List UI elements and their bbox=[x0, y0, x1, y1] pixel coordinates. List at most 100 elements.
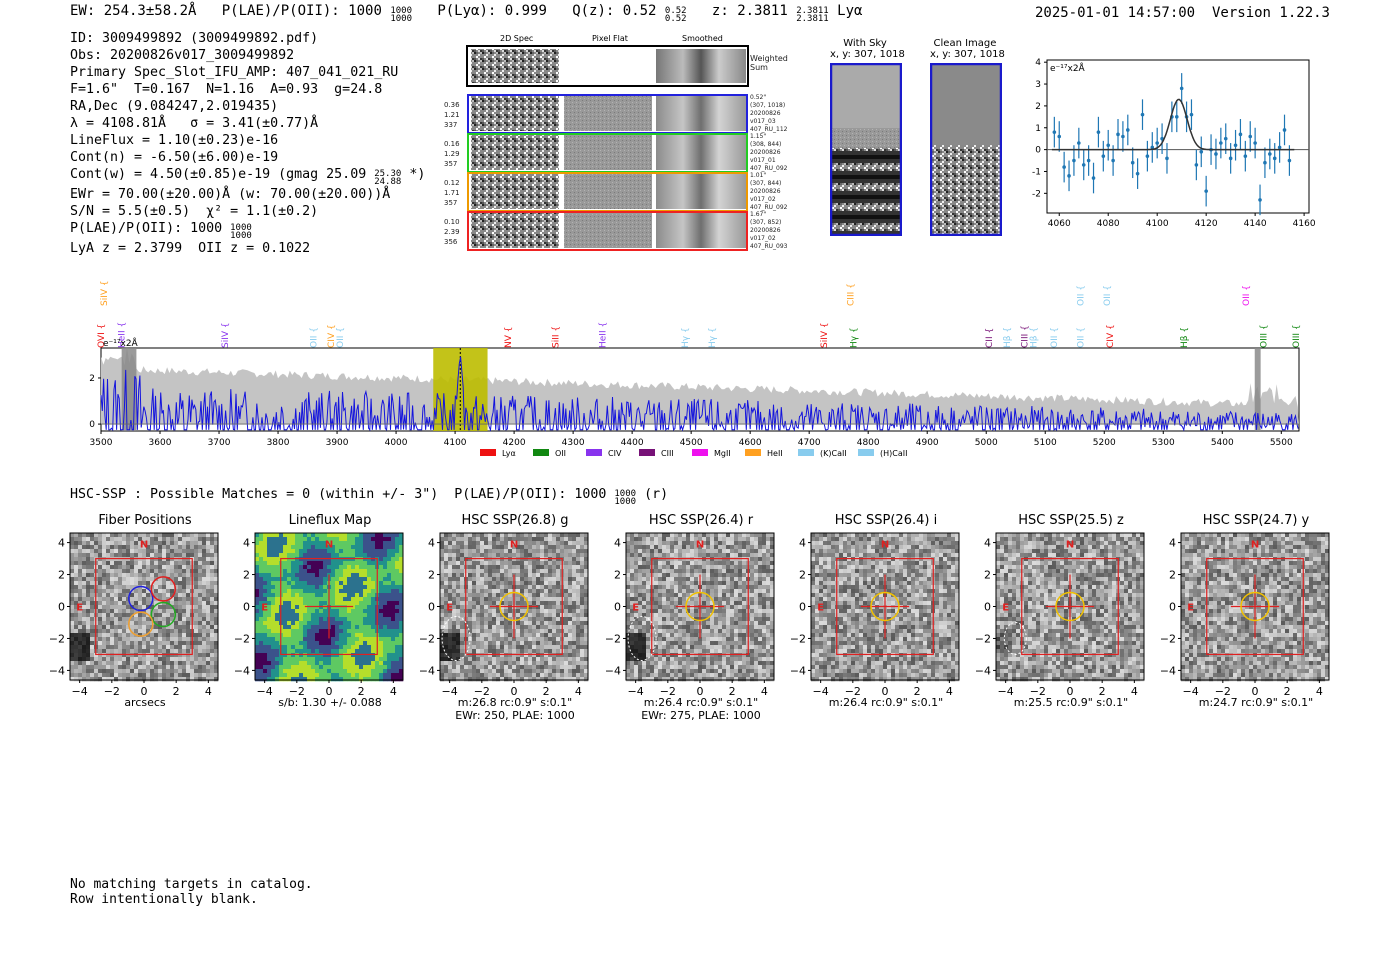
panel-caption-6: m:24.7 rc:0.9" s:0.1" bbox=[1171, 696, 1341, 709]
north-label-4: N bbox=[881, 539, 889, 550]
cutout-left-1-0: 0.16 bbox=[444, 140, 460, 148]
spec-xtick-4: 3900 bbox=[326, 438, 349, 448]
line-label-upper-3: OII { bbox=[1103, 285, 1113, 306]
panel-title-1: Lineflux Map bbox=[288, 513, 372, 528]
info-sn: S/N = 5.5(±0.5) χ² = 1.1(±0.2) bbox=[70, 204, 319, 219]
header-datetime-version: 2025-01-01 14:57:00 Version 1.22.3 bbox=[1035, 5, 1330, 21]
fit-point-35 bbox=[1223, 136, 1228, 141]
legend-swatch-0 bbox=[480, 449, 496, 456]
line-label-lower-4: CIV { bbox=[327, 324, 337, 348]
panel-box-6 bbox=[1206, 557, 1304, 656]
qz-frac: 0.52 0.52 bbox=[664, 7, 687, 24]
cutout-2d-3 bbox=[471, 213, 559, 248]
gmag-lo: 24.88 bbox=[374, 177, 402, 187]
line-label-upper-1: CIII { bbox=[846, 283, 856, 306]
panel-xtick-0-4: 4 bbox=[205, 685, 212, 698]
line-label-lower-text-9: Hγ { bbox=[681, 327, 691, 348]
line-label-lower-7: SiII { bbox=[551, 326, 561, 348]
info-plae-hi: 1000 bbox=[230, 223, 252, 233]
cutout-left-3-1: 2.39 bbox=[444, 228, 460, 236]
panel-ytick-3-4: 4 bbox=[614, 537, 621, 550]
panel-xtick-6-2: 0 bbox=[1252, 685, 1259, 698]
panel-xtick-4-4: 4 bbox=[946, 685, 953, 698]
panel-xtick-4-0: −4 bbox=[813, 685, 829, 698]
cutout-right-0-0: 0.52" bbox=[750, 94, 767, 101]
panel-xtick-0-3: 2 bbox=[173, 685, 180, 698]
line-label-lower-text-13: CII { bbox=[985, 328, 995, 348]
cutout-smooth-2 bbox=[656, 174, 746, 209]
legend-label-3: CIII bbox=[661, 449, 674, 458]
z-line: Lyα bbox=[837, 3, 863, 19]
panel-caption-1: s/b: 1.30 +/- 0.088 bbox=[245, 696, 415, 709]
panel-title-4: HSC SSP(26.4) i bbox=[834, 513, 938, 528]
cutout-right-1-1: (308, 844) bbox=[750, 141, 782, 148]
spec-xtick-10: 4500 bbox=[680, 438, 703, 448]
fit-point-8 bbox=[1091, 176, 1096, 180]
line-label-lower-text-17: OII { bbox=[1050, 327, 1060, 348]
fit-ytick-3: 1 bbox=[1035, 124, 1041, 134]
east-label-5: E bbox=[1002, 603, 1009, 614]
panel-ytick-3-3: 2 bbox=[614, 569, 621, 582]
panel-box-1 bbox=[280, 557, 378, 656]
panel-box-3 bbox=[651, 557, 749, 656]
north-label-0: N bbox=[140, 539, 148, 550]
panel-box-2 bbox=[465, 557, 563, 656]
fit-xtick-5: 4160 bbox=[1293, 219, 1315, 229]
panel-xtick-4-2: 0 bbox=[882, 685, 889, 698]
panel-ytick-5-4: 4 bbox=[984, 537, 991, 550]
line-label-lower-21: OIII { bbox=[1260, 324, 1270, 348]
panel-box-4 bbox=[836, 557, 934, 656]
fit-point-19 bbox=[1145, 154, 1150, 158]
fit-point-16 bbox=[1130, 160, 1135, 165]
fit-point-43 bbox=[1263, 160, 1267, 165]
col-2d-label: 2D Spec bbox=[500, 34, 534, 43]
fiber-circle-0 bbox=[128, 585, 154, 612]
panel-ytick-0-3: 2 bbox=[58, 569, 65, 582]
cutout-right-3-4: 407_RU_093 bbox=[750, 243, 788, 250]
line-label-lower-14: Hβ { bbox=[1003, 327, 1013, 348]
spec-unit: e⁻¹⁷x2Å bbox=[103, 337, 139, 349]
aperture-circle-2 bbox=[499, 591, 529, 622]
line-label-lower-text-18: OII { bbox=[1077, 327, 1087, 348]
line-label-lower-text-12: Hγ { bbox=[849, 327, 859, 348]
cutout-rows bbox=[467, 94, 748, 251]
north-label-5: N bbox=[1066, 539, 1074, 550]
image-panel-1: Lineflux Map N E −4 −4 −2 −2 0 0 2 2 4 4 s/b: 1.30 +/… bbox=[235, 508, 425, 728]
panel-ytick-4-0: −4 bbox=[791, 664, 806, 677]
spec-xtick-9: 4400 bbox=[621, 438, 644, 448]
line-label-lower-13: CII { bbox=[985, 328, 995, 348]
panel-xtick-2-4: 4 bbox=[575, 685, 582, 698]
cutout-flat-3 bbox=[564, 213, 652, 248]
panel-caption-line-2-0: m:26.8 rc:0.9" s:0.1" bbox=[457, 696, 573, 709]
clean-coords: x, y: 307, 1018 bbox=[930, 49, 1005, 60]
panel-xtick-5-1: −2 bbox=[1030, 685, 1046, 698]
qz-lo: 0.52 bbox=[664, 14, 687, 24]
cutout-flat-2 bbox=[564, 174, 652, 209]
datetime: 2025-01-01 14:57:00 bbox=[1034, 5, 1196, 21]
panel-pixels-6 bbox=[1181, 533, 1330, 682]
hsc-frac: 1000 1000 bbox=[614, 490, 636, 507]
panel-title-3: HSC SSP(26.4) r bbox=[648, 513, 754, 528]
cutout-smooth-3 bbox=[656, 213, 746, 248]
fit-y-ticks: 4 3 2 1 0 -1 -2 bbox=[1032, 58, 1047, 199]
panel-ytick-6-3: 2 bbox=[1169, 569, 1176, 582]
info-lambda: λ = 4108.81Å σ = 3.41(±0.77)Å bbox=[70, 116, 319, 131]
gmag-hi: 25.30 bbox=[374, 169, 402, 179]
line-label-lower-18: OII { bbox=[1077, 327, 1087, 348]
clean-image bbox=[930, 63, 1002, 236]
gmag-tail: *) bbox=[409, 167, 426, 182]
panel-xtick-3-0: −4 bbox=[628, 685, 644, 698]
panel-ytick-6-4: 4 bbox=[1169, 537, 1176, 550]
line-fit-chart: e⁻¹⁷x2Å 4 3 2 1 0 -1 -2 4060 4080 4100 4120 4140 41… bbox=[1032, 58, 1315, 229]
fit-xtick-4: 4140 bbox=[1244, 219, 1267, 229]
plae-header: P(LAE)/P(OII): 1000 bbox=[221, 3, 382, 19]
panel-caption-line-3-1: EWr: 275, PLAE: 1000 bbox=[641, 709, 761, 722]
fit-xtick-2: 4100 bbox=[1146, 219, 1169, 229]
spec-xtick-8: 4300 bbox=[562, 438, 585, 448]
fit-unit: e⁻¹⁷x2Å bbox=[1050, 62, 1086, 74]
fit-point-31 bbox=[1204, 189, 1208, 193]
spec-xtick-3: 3800 bbox=[267, 438, 290, 448]
fit-point-18 bbox=[1140, 112, 1145, 117]
panel-ytick-6-1: −2 bbox=[1161, 632, 1176, 645]
z-frac: 2.3811 2.3811 bbox=[796, 7, 829, 24]
